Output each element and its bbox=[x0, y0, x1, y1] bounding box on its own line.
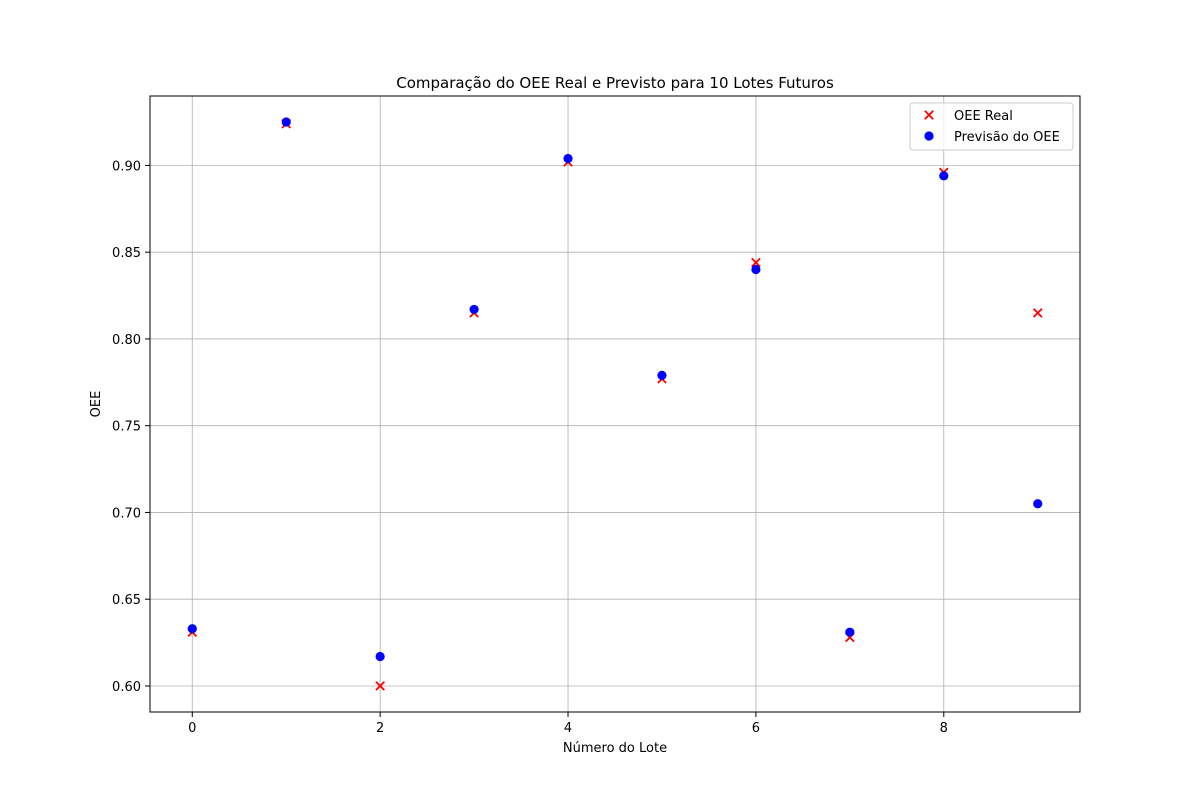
data-points bbox=[187, 117, 1043, 691]
legend: OEE Real Previsão do OEE bbox=[909, 102, 1074, 151]
legend-marker bbox=[924, 110, 934, 120]
legend-marker bbox=[924, 131, 934, 141]
predicted-point bbox=[281, 117, 291, 127]
x-tick-label: 8 bbox=[940, 721, 948, 736]
predicted-point bbox=[563, 153, 573, 164]
predicted-point bbox=[939, 171, 949, 181]
predicted-point bbox=[657, 370, 667, 380]
predicted-point bbox=[375, 651, 385, 662]
legend-box bbox=[909, 102, 1074, 151]
x-tick-label: 6 bbox=[752, 721, 760, 736]
plot-area-frame bbox=[149, 95, 1081, 713]
y-tick-label: 0.90 bbox=[112, 159, 141, 174]
chart-title: Comparação do OEE Real e Previsto para 1… bbox=[396, 74, 834, 92]
real-point bbox=[751, 257, 761, 268]
predicted-point bbox=[845, 627, 855, 637]
predicted-point bbox=[1033, 499, 1043, 509]
real-point bbox=[1032, 308, 1043, 318]
legend-label: OEE Real bbox=[954, 109, 1013, 124]
y-tick-label: 0.60 bbox=[112, 680, 141, 695]
predicted-point bbox=[469, 304, 479, 315]
predicted-point bbox=[187, 624, 197, 634]
legend-label: Previsão do OEE bbox=[954, 130, 1060, 145]
series-1 bbox=[187, 117, 1043, 662]
y-tick-label: 0.75 bbox=[112, 420, 141, 435]
x-axis-label: Número do Lote bbox=[563, 741, 667, 756]
y-tick-label: 0.85 bbox=[112, 246, 141, 261]
y-axis-ticks: 0.60 0.65 0.70 0.75 0.80 0.85 0.90 bbox=[112, 159, 150, 695]
y-tick-label: 0.65 bbox=[112, 593, 141, 608]
x-tick-label: 0 bbox=[188, 721, 196, 736]
x-tick-label: 4 bbox=[564, 721, 572, 736]
grid-lines bbox=[150, 96, 1080, 712]
predicted-point bbox=[751, 264, 761, 275]
y-tick-label: 0.80 bbox=[112, 333, 141, 348]
x-axis-ticks: 0 2 4 6 8 bbox=[188, 712, 948, 736]
y-axis-label: OEE bbox=[89, 391, 104, 418]
x-tick-label: 2 bbox=[376, 721, 384, 736]
y-tick-label: 0.70 bbox=[112, 506, 141, 521]
real-point bbox=[375, 681, 385, 691]
